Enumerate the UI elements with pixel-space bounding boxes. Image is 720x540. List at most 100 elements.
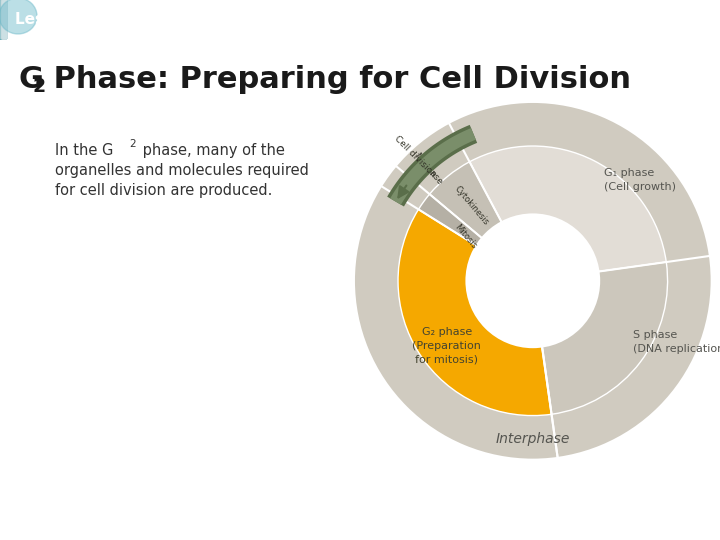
Bar: [1, 0, 4, 38]
Bar: [1, 0, 4, 38]
Bar: [1, 0, 5, 38]
Bar: [2, 0, 6, 38]
Text: S phase
(DNA replication): S phase (DNA replication): [634, 330, 720, 354]
Bar: [2, 0, 6, 38]
Bar: [1, 0, 5, 38]
Bar: [1, 0, 5, 38]
Bar: [0, 0, 4, 38]
Bar: [1, 0, 5, 38]
Bar: [2, 0, 6, 38]
Bar: [0, 0, 4, 38]
Bar: [0, 0, 4, 38]
Bar: [0, 0, 4, 38]
Bar: [1, 0, 4, 38]
Bar: [1, 0, 4, 38]
Bar: [1, 0, 4, 38]
Bar: [2, 0, 6, 38]
Bar: [1, 0, 4, 38]
Bar: [1, 0, 5, 38]
Bar: [0, 0, 4, 38]
Bar: [1, 0, 4, 38]
Bar: [1, 0, 5, 38]
Bar: [1, 0, 4, 38]
Bar: [0, 0, 4, 38]
Bar: [1, 0, 5, 38]
Bar: [2, 0, 5, 38]
Bar: [1, 0, 4, 38]
Bar: [2, 0, 5, 38]
Bar: [1, 0, 5, 38]
Bar: [1, 0, 5, 38]
Bar: [1, 0, 5, 38]
Bar: [1, 0, 5, 38]
Bar: [1, 0, 4, 38]
Bar: [1, 0, 5, 38]
Bar: [2, 0, 5, 38]
Bar: [1, 0, 4, 38]
Bar: [1, 0, 4, 38]
Bar: [0, 0, 4, 38]
Bar: [1, 0, 4, 38]
Bar: [1, 0, 4, 38]
Bar: [2, 0, 6, 38]
Bar: [2, 0, 6, 38]
Bar: [1, 0, 4, 38]
Bar: [1, 0, 4, 38]
Bar: [0, 0, 4, 38]
Bar: [2, 0, 6, 38]
Bar: [2, 0, 6, 38]
Bar: [2, 0, 5, 38]
Bar: [0, 0, 4, 38]
Bar: [1, 0, 4, 38]
Bar: [1, 0, 5, 38]
Bar: [2, 0, 5, 38]
Bar: [2, 0, 5, 38]
Bar: [1, 0, 4, 38]
Bar: [1, 0, 4, 38]
Text: 2: 2: [129, 139, 135, 149]
Bar: [2, 0, 6, 38]
Bar: [1, 0, 4, 38]
Text: for cell division are produced.: for cell division are produced.: [55, 183, 272, 198]
Bar: [1, 0, 5, 38]
Bar: [0, 0, 4, 38]
Bar: [1, 0, 4, 38]
Bar: [1, 0, 4, 38]
Bar: [1, 0, 4, 38]
Bar: [1, 0, 4, 38]
Bar: [2, 0, 6, 38]
Bar: [1, 0, 4, 38]
Bar: [2, 0, 5, 38]
Bar: [1, 0, 4, 38]
Bar: [2, 0, 6, 38]
Bar: [1, 0, 4, 38]
Bar: [0, 0, 4, 38]
Bar: [1, 0, 5, 38]
Wedge shape: [418, 194, 533, 281]
Bar: [1, 0, 4, 38]
Text: Cell division: Cell division: [392, 134, 438, 180]
Bar: [1, 0, 4, 38]
Bar: [2, 0, 5, 38]
Bar: [0, 0, 4, 38]
Bar: [2, 0, 6, 38]
Bar: [2, 0, 6, 38]
Text: Lesson Overview: Lesson Overview: [15, 11, 160, 26]
Bar: [0, 0, 4, 38]
Bar: [1, 0, 5, 38]
Bar: [2, 0, 6, 38]
Bar: [0, 0, 4, 38]
Bar: [2, 0, 6, 38]
Bar: [1, 0, 5, 38]
Bar: [1, 0, 5, 38]
Bar: [1, 0, 4, 38]
Bar: [2, 0, 6, 38]
Bar: [1, 0, 5, 38]
Bar: [1, 0, 4, 38]
Bar: [1, 0, 4, 38]
Bar: [1, 0, 4, 38]
Bar: [2, 0, 6, 38]
Bar: [2, 0, 5, 38]
Bar: [2, 0, 6, 38]
Bar: [2, 0, 5, 38]
